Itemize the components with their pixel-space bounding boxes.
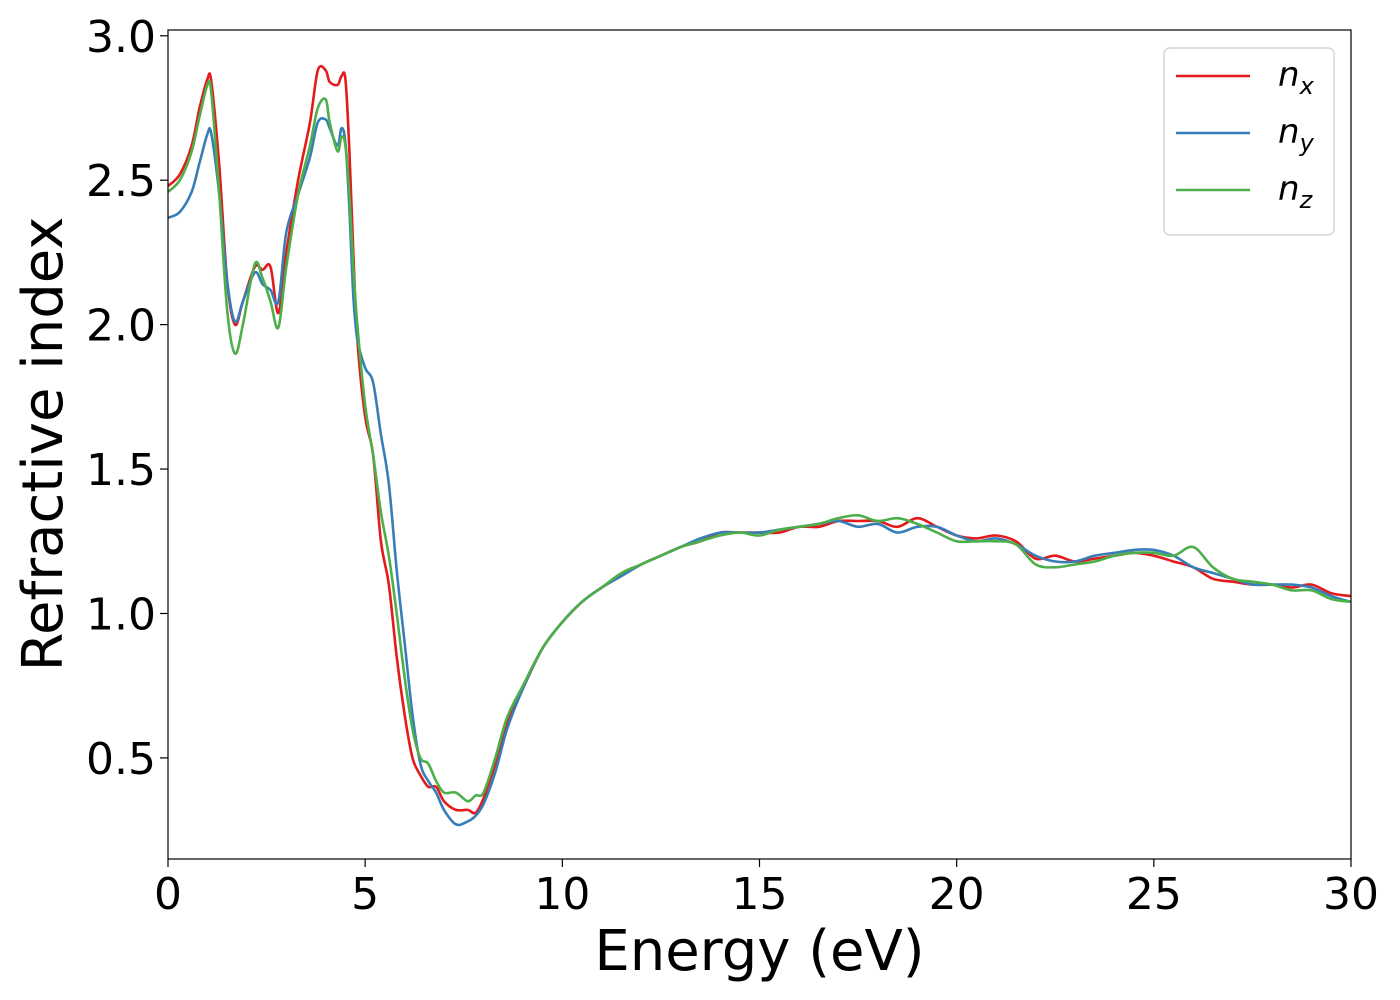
x-tick-label: 20 bbox=[929, 869, 985, 920]
x-axis: 0 5 10 15 20 25 30 bbox=[154, 859, 1379, 920]
y-tick-label: 3.0 bbox=[86, 12, 156, 63]
legend: nx ny nz bbox=[1163, 47, 1335, 236]
x-tick-label: 25 bbox=[1126, 869, 1182, 920]
series-line-y bbox=[167, 116, 1352, 827]
x-tick-label: 5 bbox=[351, 869, 379, 920]
x-axis-title: Energy (eV) bbox=[594, 919, 924, 984]
x-tick-label: 0 bbox=[154, 869, 182, 920]
legend-label-z: nz bbox=[1278, 169, 1314, 214]
y-tick-label: 1.5 bbox=[86, 445, 156, 496]
y-tick-label: 0.5 bbox=[86, 734, 156, 785]
series-line-z bbox=[167, 79, 1352, 803]
y-tick-label: 2.5 bbox=[86, 156, 156, 207]
series-layer bbox=[167, 64, 1352, 827]
y-tick-label: 2.0 bbox=[86, 301, 156, 352]
y-axis: 0.5 1.0 1.5 2.0 2.5 3.0 bbox=[86, 12, 168, 785]
legend-box bbox=[1163, 47, 1335, 236]
series-line-x bbox=[167, 64, 1352, 815]
x-tick-label: 15 bbox=[732, 869, 788, 920]
legend-label-y: ny bbox=[1278, 112, 1315, 157]
x-tick-label: 30 bbox=[1323, 869, 1379, 920]
y-tick-label: 1.0 bbox=[86, 589, 156, 640]
legend-label-x: nx bbox=[1278, 55, 1315, 100]
x-tick-label: 10 bbox=[534, 869, 590, 920]
y-axis-title: Refractive index bbox=[11, 217, 76, 672]
